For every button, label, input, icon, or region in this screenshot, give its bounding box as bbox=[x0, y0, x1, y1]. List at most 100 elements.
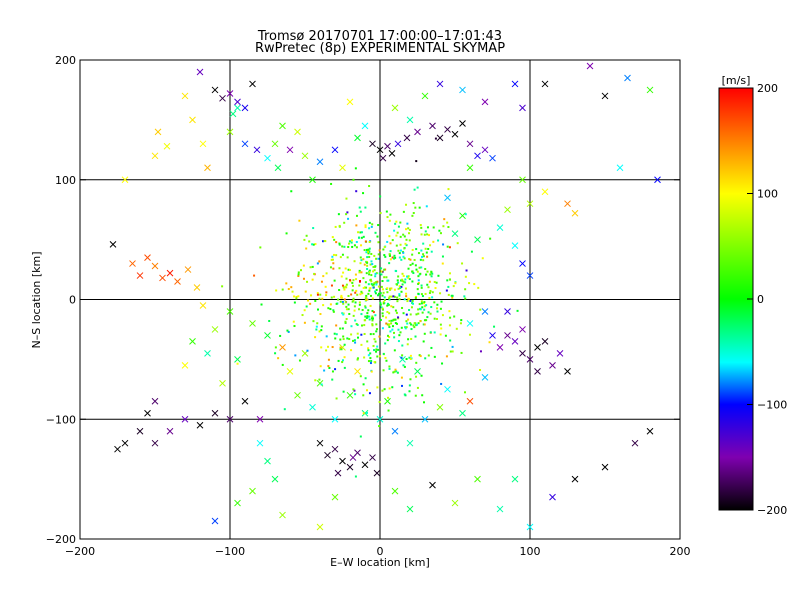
data-point bbox=[264, 332, 271, 339]
colorbar-tick-label: 0 bbox=[757, 293, 764, 306]
data-point bbox=[392, 371, 395, 374]
data-point bbox=[363, 319, 366, 322]
data-point bbox=[434, 287, 437, 290]
data-point bbox=[407, 338, 410, 341]
data-point bbox=[249, 80, 256, 88]
data-point bbox=[424, 357, 427, 360]
data-point bbox=[314, 336, 317, 339]
data-point bbox=[345, 197, 348, 200]
data-point bbox=[419, 308, 422, 311]
data-point bbox=[367, 349, 370, 352]
data-point bbox=[417, 282, 420, 285]
data-point bbox=[342, 390, 345, 393]
data-point bbox=[329, 303, 332, 306]
data-point bbox=[399, 249, 402, 252]
data-point bbox=[412, 324, 415, 327]
data-point bbox=[417, 292, 420, 295]
data-point bbox=[366, 340, 369, 343]
data-point bbox=[393, 370, 396, 373]
data-point bbox=[309, 176, 316, 184]
data-point bbox=[352, 388, 355, 391]
data-point bbox=[418, 354, 421, 357]
data-point bbox=[424, 267, 427, 270]
data-point bbox=[375, 283, 378, 286]
data-point bbox=[313, 272, 316, 275]
data-point bbox=[364, 226, 367, 229]
data-point bbox=[360, 324, 363, 327]
data-point bbox=[398, 293, 401, 296]
data-point bbox=[427, 311, 430, 314]
data-point bbox=[346, 337, 349, 340]
data-point bbox=[385, 316, 388, 319]
data-point bbox=[436, 134, 444, 142]
data-point bbox=[430, 250, 433, 253]
data-point bbox=[309, 266, 312, 269]
data-point bbox=[368, 269, 371, 272]
data-point bbox=[519, 176, 526, 184]
data-point bbox=[451, 350, 454, 353]
data-point bbox=[426, 316, 429, 319]
data-point bbox=[386, 216, 389, 219]
data-point bbox=[601, 92, 609, 100]
data-point bbox=[419, 272, 422, 275]
data-point bbox=[420, 286, 423, 289]
data-point bbox=[364, 306, 367, 309]
data-point bbox=[371, 263, 374, 266]
data-point bbox=[413, 326, 416, 329]
data-point bbox=[424, 247, 427, 250]
data-point bbox=[320, 329, 323, 332]
data-point bbox=[370, 280, 373, 283]
data-point bbox=[420, 293, 423, 296]
chart-subtitle: RwPretec (8p) EXPERIMENTAL SKYMAP bbox=[255, 41, 505, 56]
data-point bbox=[419, 355, 422, 358]
data-point bbox=[388, 367, 391, 370]
data-point bbox=[189, 338, 196, 345]
data-point bbox=[397, 328, 400, 331]
data-point bbox=[181, 362, 189, 369]
data-point bbox=[453, 315, 456, 318]
data-point bbox=[372, 317, 375, 320]
data-point bbox=[408, 356, 411, 359]
y-axis-label: N–S location [km] bbox=[30, 251, 43, 348]
data-point bbox=[371, 223, 374, 226]
data-point bbox=[109, 241, 117, 248]
data-point bbox=[319, 293, 322, 296]
data-point bbox=[359, 210, 362, 213]
data-point bbox=[320, 325, 323, 328]
data-point bbox=[320, 346, 323, 349]
data-point bbox=[493, 325, 496, 328]
data-point bbox=[400, 279, 403, 282]
data-point bbox=[380, 285, 383, 288]
data-point bbox=[274, 346, 277, 349]
data-point bbox=[331, 255, 334, 258]
data-point bbox=[350, 349, 353, 352]
data-point bbox=[468, 333, 471, 336]
data-point bbox=[367, 354, 370, 357]
data-point bbox=[357, 231, 360, 234]
data-point bbox=[369, 140, 376, 148]
data-point bbox=[320, 280, 323, 283]
data-point bbox=[379, 303, 382, 306]
data-point bbox=[407, 227, 410, 230]
data-point bbox=[354, 475, 357, 478]
data-point bbox=[371, 284, 374, 287]
data-point bbox=[384, 342, 387, 345]
data-point bbox=[405, 313, 408, 316]
data-point bbox=[400, 326, 403, 329]
data-point bbox=[392, 295, 395, 298]
data-point bbox=[355, 214, 358, 217]
data-point bbox=[434, 137, 437, 140]
data-point bbox=[361, 409, 369, 417]
data-point bbox=[473, 283, 476, 286]
data-point bbox=[426, 233, 429, 236]
data-point bbox=[398, 334, 401, 337]
data-point bbox=[369, 357, 372, 360]
data-point bbox=[364, 299, 367, 302]
data-point bbox=[362, 192, 365, 195]
data-point bbox=[381, 312, 384, 315]
data-point bbox=[447, 226, 450, 229]
data-point bbox=[320, 383, 323, 386]
data-point bbox=[249, 487, 256, 495]
data-point bbox=[387, 324, 390, 327]
data-point bbox=[359, 256, 362, 259]
